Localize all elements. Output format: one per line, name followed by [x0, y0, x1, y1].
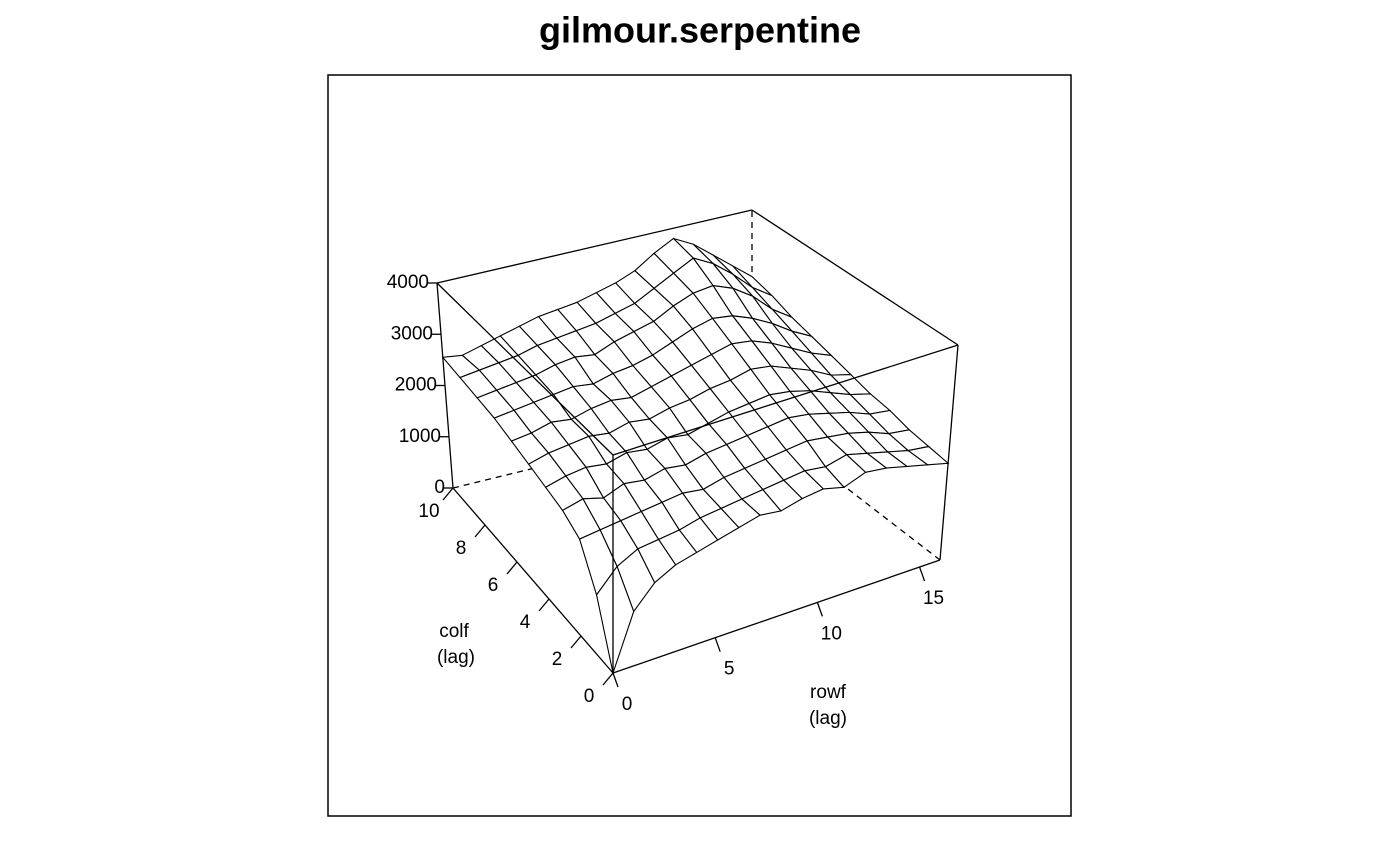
- z-tick-label: 4000: [387, 272, 429, 293]
- panel-border: [327, 74, 1072, 817]
- z-tick-label: 0: [434, 477, 445, 498]
- x-tick: [918, 566, 926, 582]
- chart-title: gilmour.serpentine: [539, 10, 861, 51]
- box-edge: [751, 209, 959, 346]
- y-tick-label: 4: [520, 612, 531, 633]
- y-tick-label: 6: [488, 575, 499, 596]
- y-tick-label: 8: [456, 538, 467, 559]
- y-tick-label: 2: [552, 649, 563, 670]
- y-tick-label: 10: [418, 501, 439, 522]
- x-tick-label: 10: [821, 623, 842, 644]
- box-edge: [612, 344, 959, 456]
- x-tick: [816, 602, 823, 617]
- box-edge: [939, 344, 959, 561]
- surface-cell: [595, 565, 635, 676]
- z-tick-label: 3000: [391, 323, 433, 344]
- y-tick: [474, 524, 486, 538]
- z-tick-label: 2000: [395, 375, 437, 396]
- x-tick-label: 0: [622, 694, 633, 715]
- y-axis-title: colf: [439, 621, 469, 642]
- y-tick: [602, 672, 614, 686]
- y-tick: [442, 487, 454, 501]
- box-edge: [436, 209, 753, 284]
- x-axis-title: rowf: [810, 682, 847, 703]
- x-tick-label: 15: [923, 588, 944, 609]
- x-tick-label: 5: [724, 659, 735, 680]
- y-axis-title: (lag): [437, 647, 475, 668]
- y-tick-label: 0: [584, 686, 595, 707]
- x-tick: [612, 672, 619, 688]
- y-tick: [538, 598, 550, 612]
- x-axis-title: (lag): [809, 708, 847, 729]
- x-tick: [714, 637, 721, 652]
- y-tick: [506, 561, 518, 575]
- box-edge: [452, 487, 614, 674]
- box-edge: [612, 559, 941, 674]
- box-edge: [436, 282, 614, 456]
- z-tick-label: 1000: [399, 426, 441, 447]
- y-tick: [570, 635, 582, 649]
